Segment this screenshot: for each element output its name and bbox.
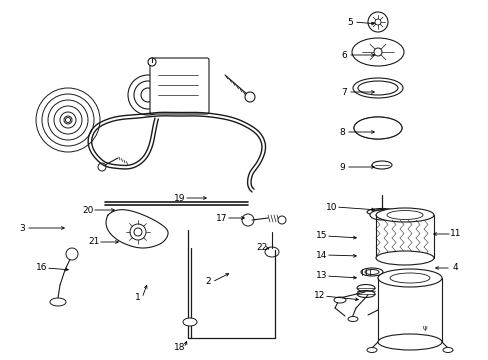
Text: 19: 19: [174, 194, 185, 202]
Circle shape: [134, 228, 142, 236]
Text: 13: 13: [316, 271, 327, 280]
Circle shape: [367, 12, 387, 32]
Ellipse shape: [371, 161, 391, 169]
Circle shape: [65, 117, 70, 122]
Ellipse shape: [360, 268, 382, 276]
Text: 15: 15: [316, 231, 327, 240]
Circle shape: [130, 224, 146, 240]
Ellipse shape: [366, 347, 376, 352]
Text: 7: 7: [341, 87, 346, 96]
Text: 1: 1: [135, 293, 141, 302]
Ellipse shape: [442, 347, 452, 352]
Circle shape: [36, 88, 100, 152]
Text: 9: 9: [339, 162, 344, 171]
Text: 11: 11: [449, 230, 461, 239]
Ellipse shape: [353, 117, 401, 139]
Ellipse shape: [372, 210, 390, 215]
Text: 8: 8: [339, 127, 344, 136]
Circle shape: [141, 88, 155, 102]
Circle shape: [148, 58, 156, 66]
Circle shape: [66, 248, 78, 260]
Circle shape: [54, 106, 82, 134]
Circle shape: [42, 94, 94, 146]
Text: 16: 16: [36, 264, 48, 273]
Circle shape: [244, 92, 254, 102]
Text: 6: 6: [341, 50, 346, 59]
Ellipse shape: [364, 270, 378, 275]
Ellipse shape: [375, 251, 433, 265]
Ellipse shape: [264, 247, 279, 257]
Circle shape: [134, 81, 162, 109]
Ellipse shape: [357, 81, 397, 95]
Text: 12: 12: [314, 292, 325, 301]
Text: ψ: ψ: [422, 325, 427, 331]
Ellipse shape: [352, 78, 402, 98]
Ellipse shape: [347, 316, 357, 321]
Text: 14: 14: [316, 251, 327, 260]
Circle shape: [374, 19, 380, 25]
Ellipse shape: [389, 273, 429, 283]
Circle shape: [60, 112, 76, 128]
Circle shape: [278, 216, 285, 224]
Circle shape: [98, 163, 106, 171]
Circle shape: [242, 214, 253, 226]
Ellipse shape: [50, 298, 66, 306]
Ellipse shape: [377, 334, 441, 350]
FancyBboxPatch shape: [150, 58, 208, 114]
Ellipse shape: [353, 117, 401, 139]
Circle shape: [128, 75, 168, 115]
Text: 17: 17: [216, 213, 227, 222]
Ellipse shape: [356, 291, 374, 297]
Ellipse shape: [333, 297, 346, 303]
Text: 21: 21: [88, 238, 100, 247]
Text: 2: 2: [205, 278, 210, 287]
Text: 3: 3: [19, 224, 25, 233]
Ellipse shape: [377, 269, 441, 287]
Ellipse shape: [366, 208, 396, 216]
Circle shape: [373, 48, 381, 56]
Ellipse shape: [369, 210, 393, 220]
Text: 4: 4: [451, 264, 457, 273]
Text: 5: 5: [346, 18, 352, 27]
Text: 10: 10: [325, 202, 337, 212]
Ellipse shape: [351, 38, 403, 66]
Text: 22: 22: [256, 243, 267, 252]
Circle shape: [48, 100, 88, 140]
Circle shape: [64, 116, 72, 124]
Ellipse shape: [356, 284, 374, 292]
Text: 20: 20: [82, 206, 94, 215]
Ellipse shape: [386, 211, 422, 220]
Text: 18: 18: [174, 343, 185, 352]
Ellipse shape: [375, 208, 433, 222]
Ellipse shape: [183, 318, 197, 326]
